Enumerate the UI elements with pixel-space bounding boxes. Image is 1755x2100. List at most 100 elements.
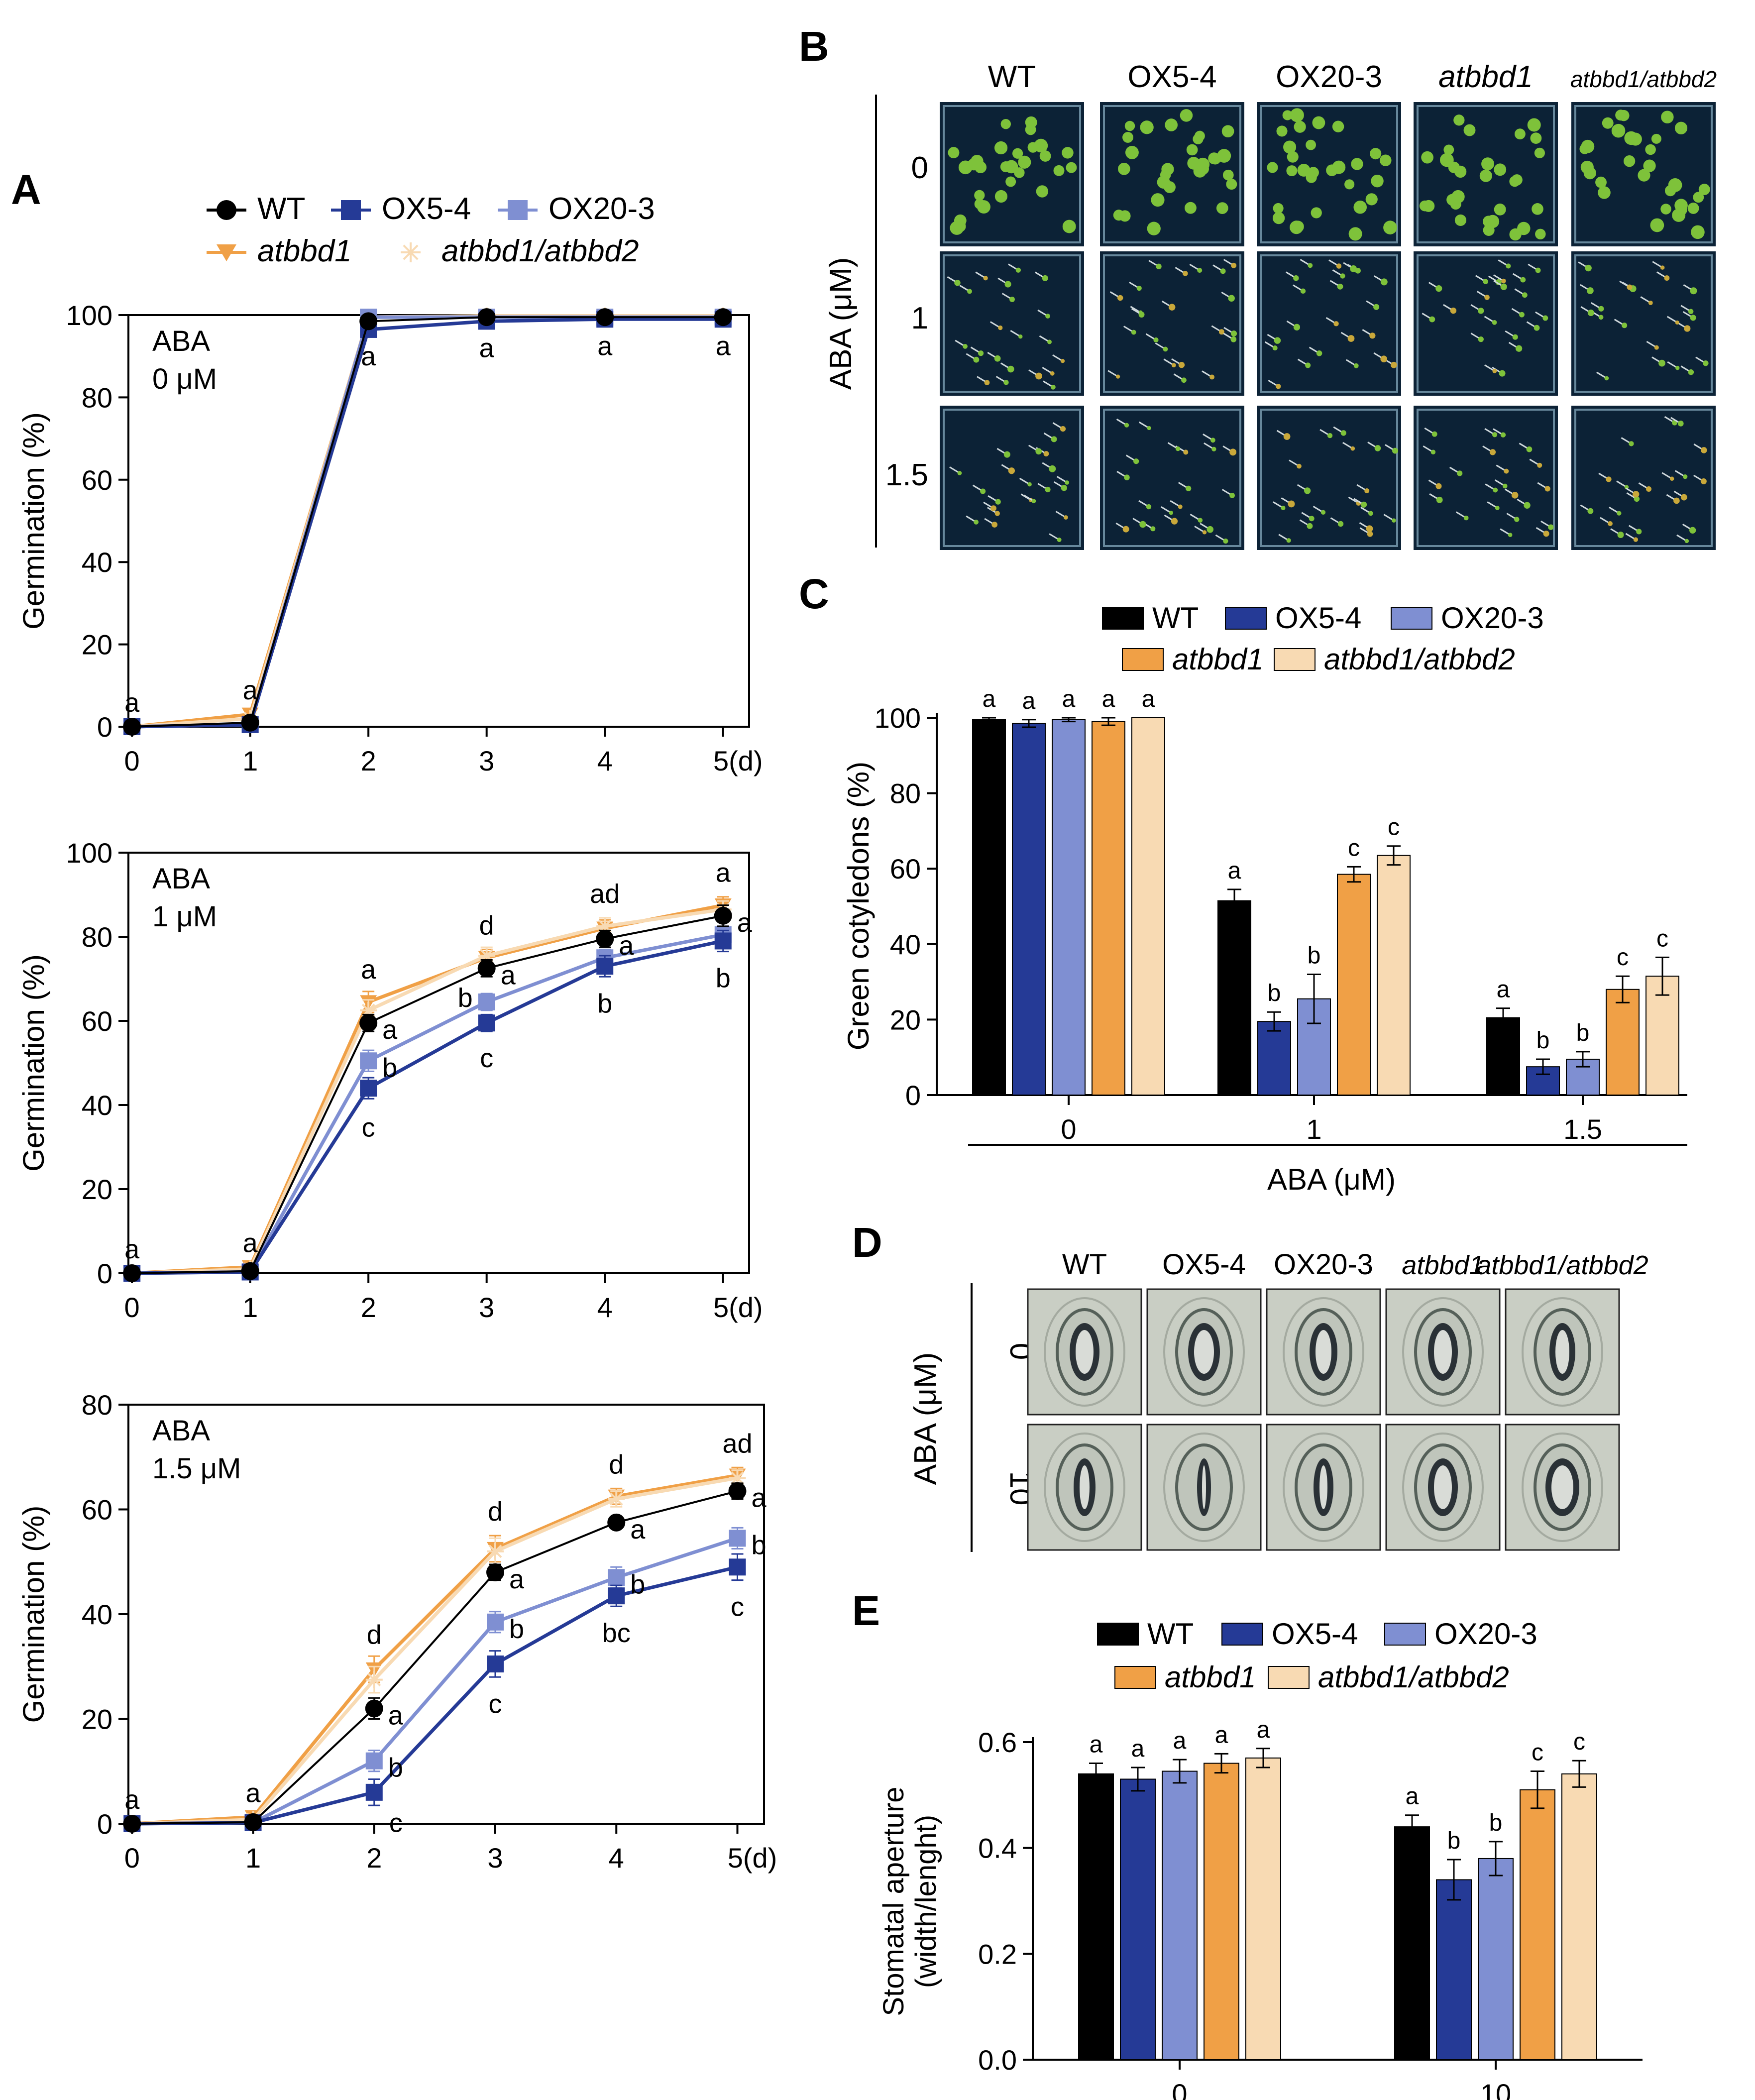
column-label-atbbd1-atbbd2: atbbd1/atbbd2 xyxy=(1570,66,1717,92)
legend-label: OX20-3 xyxy=(1441,601,1544,635)
seedling xyxy=(1579,143,1590,154)
plot-frame xyxy=(127,314,750,728)
seedling xyxy=(991,522,998,528)
significance-letter: b xyxy=(458,983,473,1013)
bar-OX5-4 xyxy=(1120,1778,1156,2060)
seedling xyxy=(1509,228,1522,241)
seedling xyxy=(1039,150,1051,162)
bar-OX5-4 xyxy=(1257,1021,1291,1096)
seedling xyxy=(1309,516,1315,522)
seedling xyxy=(963,344,968,349)
plate-photo xyxy=(1414,251,1558,396)
y-tick-label: 100 xyxy=(875,702,921,734)
seedling xyxy=(980,488,986,494)
seedling xyxy=(1429,316,1435,323)
y-tick-label: 20 xyxy=(890,1004,921,1035)
seedling xyxy=(967,289,972,294)
column-label-atbbd1-atbbd2: atbbd1/atbbd2 xyxy=(1476,1250,1648,1280)
seedling xyxy=(1421,151,1433,164)
seedling xyxy=(1371,174,1384,188)
plate-photo xyxy=(1414,102,1558,246)
plate-rim xyxy=(1103,254,1241,393)
seedling xyxy=(1661,111,1674,123)
y-tick-label: 0 xyxy=(97,711,112,743)
seedling xyxy=(954,279,961,286)
legend: WT OX5-4 OX20-3 atbbd1 atbbd1/atbbd2 xyxy=(1097,1617,1537,1694)
seedling xyxy=(1287,151,1299,163)
significance-letter: d xyxy=(367,1620,382,1650)
y-axis-label: Green cotyledons (%) xyxy=(842,762,875,1050)
x-tick-label: 0 xyxy=(1061,1113,1076,1145)
plate-photo xyxy=(1100,251,1244,396)
significance-letter: a xyxy=(246,1778,261,1808)
seedling xyxy=(1484,295,1490,300)
x-tick-label: 2 xyxy=(361,1292,376,1323)
significance-letter: a xyxy=(630,1515,646,1545)
seedling xyxy=(1443,144,1454,155)
significance-letter: d xyxy=(479,910,494,940)
stomata-micrograph xyxy=(1266,1288,1381,1416)
legend-item-OX5-4: OX5-4 xyxy=(1225,601,1361,635)
y-tick-label: 80 xyxy=(890,778,921,809)
seedling xyxy=(1122,131,1133,143)
seedling xyxy=(1373,304,1380,310)
seedling xyxy=(1483,216,1495,227)
significance-letter: a xyxy=(382,1015,398,1045)
seedling xyxy=(1534,147,1545,158)
seedling xyxy=(1272,212,1285,224)
stomata-micrograph xyxy=(1266,1424,1381,1551)
seedling xyxy=(1220,268,1226,274)
series-line xyxy=(131,314,723,729)
pore-highlight xyxy=(1076,1330,1094,1374)
seedling xyxy=(1178,504,1183,509)
significance-letter: c xyxy=(389,1808,403,1838)
seedling xyxy=(1499,370,1506,377)
legend-item-atbbd1: atbbd1 xyxy=(207,234,352,268)
data-point xyxy=(365,1699,383,1718)
annotation-line-1: ABA xyxy=(152,863,210,895)
x-tick-label: 3 xyxy=(487,1842,503,1874)
column-label-OX20-3: OX20-3 xyxy=(1274,1248,1373,1281)
plate-photo xyxy=(1571,251,1716,396)
legend-swatch xyxy=(1221,1623,1263,1646)
bar-atbbd1 xyxy=(1092,721,1125,1096)
stomata-micrograph xyxy=(1385,1424,1501,1551)
seedling xyxy=(1272,345,1278,351)
seedling xyxy=(1502,483,1508,489)
seedling xyxy=(1595,176,1607,188)
annotation-line-2: 1.5 μM xyxy=(152,1452,241,1485)
pore-highlight xyxy=(1080,1465,1090,1509)
seedling xyxy=(1478,336,1484,342)
subsidiary-cell xyxy=(1522,1297,1603,1407)
seedling xyxy=(1483,224,1495,236)
seedling xyxy=(1036,185,1049,198)
legend-swatch xyxy=(1384,1623,1426,1646)
legend-swatch xyxy=(1268,1666,1310,1689)
significance-letter: c xyxy=(480,1043,493,1073)
pore-highlight xyxy=(1319,1465,1327,1509)
seedling xyxy=(1153,337,1159,343)
seedling xyxy=(1320,510,1326,515)
plate-photo xyxy=(940,102,1084,246)
seedling xyxy=(1210,438,1215,443)
series-WT xyxy=(123,1482,747,1833)
seedling xyxy=(1340,430,1346,436)
data-point xyxy=(729,1558,746,1576)
seedling xyxy=(1618,110,1630,121)
plate-background xyxy=(1571,406,1716,550)
line-chart-a1: 0 20 40 60 80 100 0 1 2 3 4 5(d) Germination (%) ABA 0… xyxy=(17,300,763,776)
significance-letter: d xyxy=(488,1497,503,1527)
legend-label: atbbd1 xyxy=(1165,1660,1256,1694)
plate-background xyxy=(1571,251,1716,396)
seedling xyxy=(1435,285,1442,292)
column-label-atbbd1: atbbd1 xyxy=(1438,60,1533,94)
seedling xyxy=(1045,486,1051,493)
seedling xyxy=(1138,312,1145,318)
x-tick-label: 2 xyxy=(366,1842,382,1874)
seedling xyxy=(1051,436,1057,442)
seedling xyxy=(1367,531,1373,537)
data-point xyxy=(365,1671,383,1688)
